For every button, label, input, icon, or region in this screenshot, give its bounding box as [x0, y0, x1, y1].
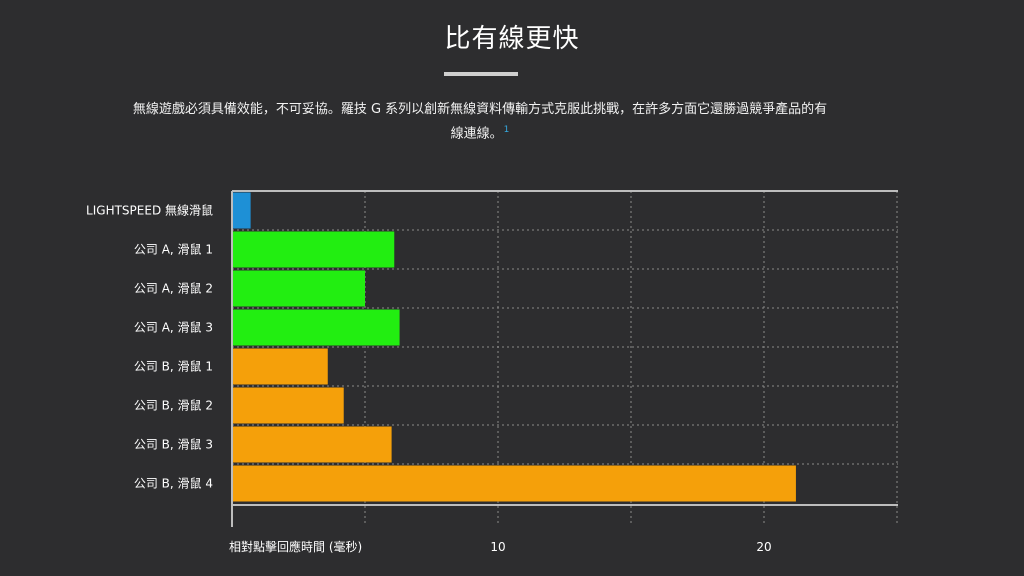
axes — [231, 190, 898, 527]
category-label: 公司 A, 滑鼠 3 — [134, 321, 213, 335]
bar-7 — [232, 426, 392, 463]
bar-1 — [232, 192, 251, 229]
bar-5 — [232, 348, 328, 385]
x-tick-label: 20 — [756, 540, 771, 554]
bar-3 — [232, 270, 365, 307]
page-description: 無線遊戲必須具備效能，不可妥協。羅技 G 系列以創新無線資料傳輸方式克服此挑戰，… — [130, 100, 830, 144]
category-label: 公司 B, 滑鼠 3 — [134, 438, 213, 452]
category-label: 公司 B, 滑鼠 1 — [134, 360, 213, 374]
bar-2 — [232, 231, 395, 268]
category-label: 公司 B, 滑鼠 4 — [134, 477, 213, 491]
category-label: 公司 A, 滑鼠 1 — [134, 243, 213, 257]
category-label: LIGHTSPEED 無線滑鼠 — [86, 203, 213, 218]
category-label: 公司 B, 滑鼠 2 — [134, 399, 213, 413]
footnote-link[interactable]: 1 — [503, 125, 510, 135]
x-tick-label: 10 — [490, 540, 505, 554]
bar-4 — [232, 309, 400, 346]
category-label: 公司 A, 滑鼠 2 — [134, 282, 213, 296]
grid-lines — [232, 191, 898, 523]
page-title: 比有線更快 — [444, 24, 580, 54]
description-text: 無線遊戲必須具備效能，不可妥協。羅技 G 系列以創新無線資料傳輸方式克服此挑戰，… — [132, 102, 828, 142]
bar-6 — [232, 387, 344, 424]
tick-labels: 10 20 — [490, 540, 771, 554]
x-axis-title: 相對點擊回應時間 (毫秒) — [229, 539, 362, 554]
bar-8 — [232, 465, 796, 502]
title-divider — [444, 72, 518, 76]
bars — [232, 192, 796, 502]
